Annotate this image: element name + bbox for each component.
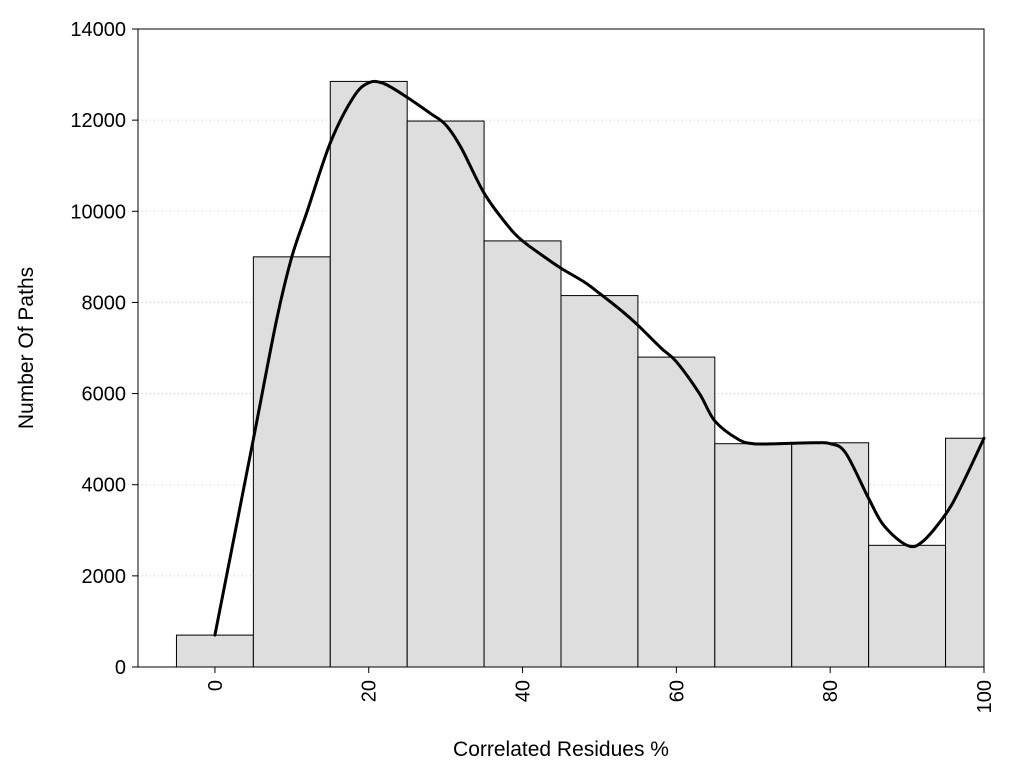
x-tick-label: 0 bbox=[205, 680, 227, 691]
y-tick-label: 10000 bbox=[70, 201, 126, 223]
y-tick-label: 0 bbox=[115, 657, 126, 679]
histogram-bar bbox=[329, 80, 408, 668]
x-axis-title: Correlated Residues % bbox=[453, 738, 669, 761]
histogram-bar bbox=[945, 437, 985, 668]
histogram-bar bbox=[483, 240, 562, 668]
y-tick-label: 12000 bbox=[70, 110, 126, 132]
plot-frame bbox=[137, 28, 985, 668]
y-tick-label: 8000 bbox=[82, 292, 127, 314]
histogram-bar bbox=[637, 356, 716, 668]
x-tick-label: 40 bbox=[513, 680, 535, 702]
bars bbox=[175, 80, 985, 668]
x-tick-label: 80 bbox=[820, 680, 842, 702]
y-tick-label: 6000 bbox=[82, 384, 127, 406]
density-curve bbox=[213, 79, 986, 637]
histogram-bar bbox=[175, 634, 254, 668]
histogram-bar bbox=[714, 443, 793, 668]
x-tick-label: 100 bbox=[974, 680, 996, 713]
histogram-bar bbox=[252, 256, 331, 668]
x-tick-label: 60 bbox=[666, 680, 688, 702]
y-tick-label: 4000 bbox=[82, 475, 127, 497]
y-tick-label: 14000 bbox=[70, 19, 126, 41]
histogram-bar bbox=[406, 120, 485, 668]
density-curve-layer bbox=[213, 79, 986, 637]
x-axis-ticks: 0 20 40 60 80 100 bbox=[205, 667, 996, 713]
y-axis-ticks: 0 2000 4000 6000 8000 10000 12000 14000 bbox=[70, 19, 138, 679]
y-axis-title: Number Of Paths bbox=[15, 267, 38, 429]
y-tick-label: 2000 bbox=[82, 566, 127, 588]
x-tick-label: 20 bbox=[359, 680, 381, 702]
histogram-bar bbox=[560, 295, 639, 668]
histogram-bar bbox=[868, 544, 947, 668]
